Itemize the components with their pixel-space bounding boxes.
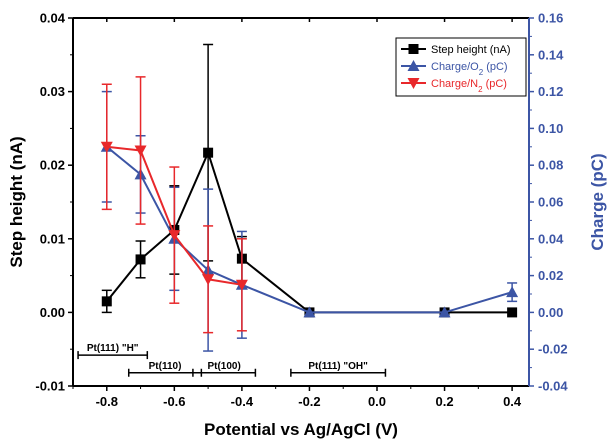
y-right-tick-label: 0.00 bbox=[538, 305, 563, 320]
y-right-tick-label: 0.02 bbox=[538, 268, 563, 283]
legend-text-main: Charge/O bbox=[431, 61, 479, 73]
annotation-label: Pt(111) "H" bbox=[87, 343, 139, 354]
data-point-square bbox=[101, 296, 112, 307]
y-right-tick-label: 0.06 bbox=[538, 195, 563, 210]
x-tick-label: 0.2 bbox=[436, 394, 454, 409]
series-line bbox=[105, 149, 513, 314]
data-point-triangle-up bbox=[506, 286, 519, 298]
legend-text-sub: 2 bbox=[478, 85, 483, 94]
data-point-square bbox=[135, 254, 146, 265]
y-right-tick-label: 0.14 bbox=[538, 47, 564, 62]
x-tick-label: -0.8 bbox=[96, 394, 118, 409]
y-right-tick-label: 0.04 bbox=[538, 231, 564, 246]
y-right-tick-label: 0.10 bbox=[538, 121, 563, 136]
legend-marker bbox=[407, 60, 420, 71]
data-point-triangle-down bbox=[134, 145, 147, 157]
y-right-tick-label: 0.12 bbox=[538, 84, 563, 99]
y-left-tick-label: 0.04 bbox=[40, 11, 66, 26]
annotation-label: Pt(110) bbox=[149, 361, 182, 372]
legend-text-main: Charge/N bbox=[431, 78, 478, 90]
annotation-label: Pt(100) bbox=[207, 361, 240, 372]
x-tick-label: -0.2 bbox=[298, 394, 320, 409]
y-right-tick-label: -0.02 bbox=[538, 342, 568, 357]
data-point-triangle-down bbox=[168, 230, 181, 242]
y-left-tick-label: 0.03 bbox=[40, 84, 65, 99]
y-right-tick-label: 0.08 bbox=[538, 158, 563, 173]
data-point-triangle-down bbox=[202, 274, 215, 286]
data-point-square bbox=[507, 307, 518, 318]
legend-entry-1: Charge/O2 (pC) bbox=[431, 61, 508, 77]
series-layer bbox=[100, 43, 519, 352]
y-right-axis-title: Charge (pC) bbox=[588, 153, 607, 250]
x-axis-title: Potential vs Ag/AgCl (V) bbox=[204, 420, 398, 439]
annotation-label: Pt(111) "OH" bbox=[308, 361, 368, 372]
legend-text-sub: 2 bbox=[479, 68, 484, 77]
legend-text-tail: (pC) bbox=[483, 61, 507, 73]
y-left-tick-label: -0.01 bbox=[35, 379, 65, 394]
x-tick-label: 0.4 bbox=[503, 394, 522, 409]
y-left-tick-label: 0.02 bbox=[40, 158, 65, 173]
x-tick-label: -0.4 bbox=[231, 394, 254, 409]
y-right-tick-label: 0.16 bbox=[538, 11, 563, 26]
y-left-axis-title: Step height (nA) bbox=[7, 136, 26, 267]
series-2 bbox=[100, 76, 248, 334]
data-point-triangle-up bbox=[438, 306, 451, 318]
legend-marker bbox=[408, 44, 419, 54]
data-point-square bbox=[203, 147, 214, 158]
y-left-tick-label: 0.01 bbox=[40, 231, 65, 246]
data-point-triangle-up bbox=[303, 306, 316, 318]
legend-marker bbox=[407, 78, 420, 89]
series-line bbox=[106, 146, 513, 314]
legend-entry-0: Step height (nA) bbox=[431, 44, 511, 56]
data-point-triangle-down bbox=[235, 279, 248, 291]
x-tick-label: 0.0 bbox=[368, 394, 386, 409]
legend: Step height (nA)Charge/O2 (pC)Charge/N2 … bbox=[395, 37, 527, 97]
annotations-layer: Pt(111) "H" Pt(110) Pt(100) Pt(111) "OH" bbox=[77, 343, 387, 377]
legend-text-tail: (pC) bbox=[483, 78, 507, 90]
x-tick-label: -0.6 bbox=[163, 394, 185, 409]
y-right-tick-label: -0.04 bbox=[538, 379, 568, 394]
data-point-triangle-down bbox=[100, 141, 113, 153]
legend-entry-2: Charge/N2 (pC) bbox=[431, 78, 507, 94]
axes-layer: -0.8 -0.6 -0.4 -0.2 0.0 0.2 0.4 -0.01 0.00 0.01 0.… bbox=[7, 11, 607, 440]
y-left-tick-label: 0.00 bbox=[40, 305, 65, 320]
